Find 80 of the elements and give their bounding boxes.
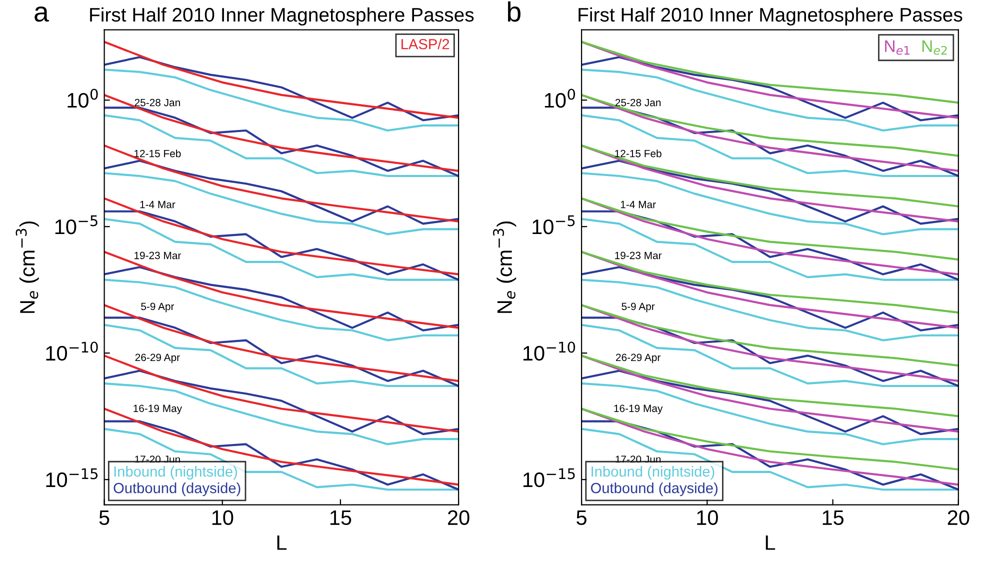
line-series: [104, 266, 459, 332]
annotation: 25-28 Jan: [615, 98, 661, 106]
y-tick-label: 10$^{−10}$: [46, 342, 98, 361]
y-tick-label: 10$^{−10}$: [523, 342, 576, 361]
line-series: [104, 370, 459, 436]
y-tick-label: 10$^{−5}$: [532, 215, 575, 234]
annotation: 1-4 Mar: [140, 200, 176, 208]
text: a: [34, 6, 49, 22]
line-series: [104, 160, 459, 225]
x-tick-label: 5: [99, 510, 110, 526]
x-tick-label: 15: [822, 510, 844, 526]
line-series: [104, 382, 459, 446]
line-series: [582, 144, 958, 208]
line-series: [582, 40, 958, 119]
annotation: 19-23 Mar: [134, 252, 182, 260]
line-series: [104, 250, 459, 329]
line-series: [104, 172, 459, 236]
line-series: [104, 68, 459, 132]
line-series: [582, 197, 958, 261]
text: N$_{e1}$: [885, 40, 910, 55]
text: N$_{e2}$: [922, 40, 947, 55]
y-axis-title: N$_{e}$ (cm$^{−3}$): [493, 221, 516, 313]
line-series: [582, 68, 958, 132]
line-series: [582, 172, 958, 236]
y-axis-title: N$_{e}$ (cm$^{−3}$): [16, 221, 39, 313]
annotation: 1-4 Mar: [620, 200, 656, 208]
x-tick-label: 20: [948, 510, 970, 526]
y-tick-label: 10$^{−15}$: [523, 468, 575, 488]
text: Outbound (dayside): [114, 482, 240, 496]
x-tick-label: 15: [330, 510, 352, 526]
x-tick-label: 20: [448, 510, 470, 526]
line-series: [582, 354, 958, 418]
annotation: 12-15 Feb: [134, 150, 181, 158]
x-tick-label: 10: [212, 510, 234, 526]
text: b: [508, 1, 520, 22]
line-series: [582, 250, 958, 314]
line-series: [582, 94, 958, 157]
line-series: [582, 160, 958, 225]
line-series: [104, 94, 459, 172]
y-tick-label: 10$^{0}$: [68, 88, 98, 108]
line-series: [582, 304, 958, 367]
line-series: [104, 40, 459, 119]
x-axis-title: L: [277, 535, 287, 550]
text: Inbound (nightside): [114, 466, 238, 480]
line-series: [104, 197, 459, 276]
annotation: 25-28 Jan: [134, 98, 180, 106]
annotation: 26-29 Apr: [616, 354, 660, 364]
chart-title: First Half 2010 Inner Magnetosphere Passes: [90, 7, 474, 26]
line-series: [104, 304, 459, 382]
line-series: [582, 304, 958, 382]
chart-title: First Half 2010 Inner Magnetosphere Passes: [578, 7, 962, 26]
line-series: [582, 382, 958, 446]
text: Inbound (nightside): [592, 466, 714, 480]
line-series: [582, 144, 958, 222]
line-series: [582, 354, 958, 433]
annotation: 5-9 Apr: [622, 302, 655, 312]
annotation: 16-19 May: [134, 404, 182, 414]
y-tick-label: 10$^{−15}$: [46, 468, 98, 488]
annotation: 19-23 Mar: [615, 252, 662, 260]
line-series: [582, 370, 958, 436]
annotation: 5-9 Apr: [141, 302, 174, 312]
line-series: [582, 278, 958, 342]
x-tick-label: 10: [697, 510, 718, 526]
text: Outbound (dayside): [590, 482, 718, 496]
x-axis-title: L: [766, 535, 776, 550]
annotation: 12-15 Feb: [615, 150, 662, 158]
annotation: 26-29 Apr: [135, 354, 180, 364]
line-series: [104, 56, 459, 122]
y-tick-label: 10$^{−5}$: [55, 215, 98, 234]
line-series: [582, 266, 958, 332]
y-tick-label: 10$^{0}$: [544, 88, 576, 108]
x-tick-label: 5: [576, 510, 586, 526]
annotation: 16-19 May: [614, 404, 663, 414]
line-series: [582, 56, 958, 122]
line-series: [104, 144, 459, 222]
text: LASP/2: [402, 38, 450, 50]
line-series: [104, 354, 459, 433]
line-series: [582, 197, 958, 276]
line-series: [104, 278, 459, 342]
line-series: [582, 250, 958, 329]
